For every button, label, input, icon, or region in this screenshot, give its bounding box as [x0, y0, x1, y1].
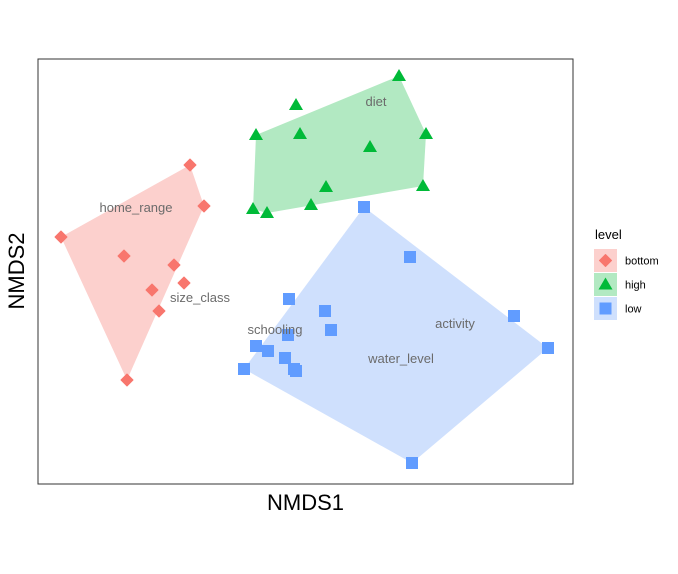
legend-label-bottom: bottom: [625, 256, 659, 268]
point-high: [289, 98, 303, 110]
x-axis-title: NMDS1: [267, 490, 344, 515]
point-low: [290, 365, 302, 377]
point-low: [238, 363, 250, 375]
hull-low: [244, 207, 548, 463]
label-activity: activity: [435, 316, 475, 331]
label-schooling: schooling: [248, 322, 303, 337]
hull-high: [253, 76, 426, 213]
annotation-layer: diet home_range size_class schooling activit…: [100, 94, 476, 366]
point-low: [542, 342, 554, 354]
point-high: [416, 179, 430, 191]
point-bottom: [145, 283, 159, 297]
point-bottom: [120, 373, 134, 387]
legend-title: level: [595, 227, 622, 242]
plot-panel-border: [37, 58, 574, 485]
point-low: [404, 251, 416, 263]
point-bottom: [183, 158, 197, 172]
point-high: [304, 198, 318, 210]
point-bottom: [117, 249, 131, 263]
point-low: [262, 345, 274, 357]
point-low: [358, 201, 370, 213]
point-low: [508, 310, 520, 322]
point-low: [279, 352, 291, 364]
point-bottom: [177, 276, 191, 290]
point-bottom: [152, 304, 166, 318]
legend-label-high: high: [625, 280, 646, 292]
point-layer: [54, 69, 554, 469]
point-low: [283, 293, 295, 305]
point-high: [363, 140, 377, 152]
point-bottom: [54, 230, 68, 244]
legend-label-low: low: [625, 304, 642, 316]
label-home-range: home_range: [100, 200, 173, 215]
point-high: [249, 128, 263, 140]
point-high: [392, 69, 406, 81]
point-high: [246, 202, 260, 214]
point-high: [319, 180, 333, 192]
point-high: [260, 206, 274, 218]
point-bottom: [167, 258, 181, 272]
legend-marker-bottom: [599, 254, 612, 267]
label-size-class: size_class: [170, 290, 230, 305]
point-low: [250, 340, 262, 352]
hull-layer: [61, 76, 548, 463]
point-bottom: [197, 199, 211, 213]
legend: level bottom high low: [594, 227, 659, 320]
hull-bottom: [61, 165, 204, 380]
point-low: [325, 324, 337, 336]
legend-marker-low: [599, 302, 612, 315]
point-low: [319, 305, 331, 317]
legend-marker-high: [598, 277, 613, 290]
point-low: [282, 329, 294, 341]
y-axis-title: NMDS2: [4, 232, 29, 309]
point-high: [419, 127, 433, 139]
point-low: [406, 457, 418, 469]
label-water-level: water_level: [367, 351, 434, 366]
point-high: [293, 127, 307, 139]
label-diet: diet: [366, 94, 387, 109]
